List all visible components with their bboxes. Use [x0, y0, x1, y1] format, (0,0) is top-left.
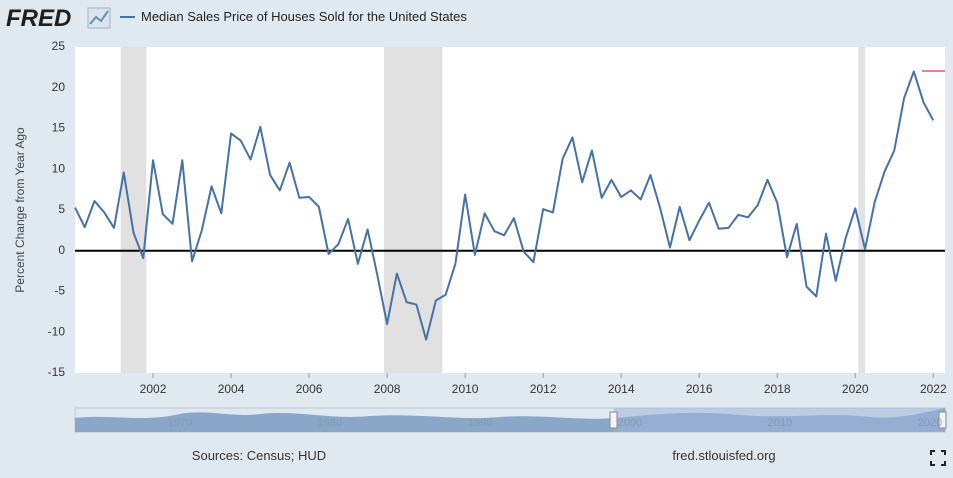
- navigator-label: 2010: [768, 417, 792, 429]
- navigator-label: 1990: [468, 417, 492, 429]
- y-tick-label: -5: [54, 284, 65, 298]
- recession-band: [383, 47, 443, 373]
- x-tick-label: 2008: [374, 382, 401, 396]
- site-link[interactable]: fred.stlouisfed.org: [672, 448, 775, 463]
- y-tick-label: 20: [52, 80, 66, 94]
- y-tick-label: 25: [52, 39, 66, 53]
- y-tick-label: -10: [48, 324, 66, 338]
- navigator-label: 2020: [918, 417, 942, 429]
- navigator-label: 2000: [618, 417, 642, 429]
- y-axis-label: Percent Change from Year Ago: [13, 127, 27, 293]
- x-tick-label: 2014: [608, 382, 635, 396]
- x-tick-label: 2020: [842, 382, 869, 396]
- axes: -15 -10 -5 0 5 10 15 20 25 2002 2004 2006 2008 2010 20…: [48, 39, 947, 396]
- x-tick-label: 2010: [452, 382, 479, 396]
- logo: FRED: [6, 5, 71, 32]
- x-tick-label: 2018: [764, 382, 791, 396]
- recession-band: [120, 47, 147, 373]
- navigator-label: 1980: [318, 417, 342, 429]
- navigator-handle[interactable]: [938, 411, 947, 429]
- source: Sources: Census; HUD: [192, 448, 326, 463]
- navigator-handle[interactable]: [609, 411, 618, 429]
- y-tick-label: 0: [58, 243, 65, 257]
- x-tick-label: 2016: [686, 382, 713, 396]
- legend-label: Median Sales Price of Houses Sold for th…: [141, 9, 467, 24]
- y-tick-label: 10: [52, 161, 66, 175]
- navigator-label: 1970: [168, 417, 192, 429]
- logo-icon: [87, 7, 111, 29]
- x-tick-label: 2012: [530, 382, 557, 396]
- data-line: [74, 70, 935, 341]
- x-tick-label: 2002: [140, 382, 167, 396]
- navigator: 1970 1980 1990 2000 2010 2020: [74, 407, 947, 433]
- y-tick-label: 15: [52, 121, 66, 135]
- x-tick-label: 2022: [920, 382, 947, 396]
- y-tick-label: 5: [58, 202, 65, 216]
- x-tick-label: 2006: [296, 382, 323, 396]
- fullscreen-button[interactable]: [930, 450, 946, 466]
- recession-band: [858, 47, 866, 373]
- x-tick-label: 2004: [218, 382, 245, 396]
- recessions: [120, 47, 866, 373]
- y-tick-label: -15: [48, 365, 66, 379]
- navigator-selection[interactable]: [614, 408, 943, 432]
